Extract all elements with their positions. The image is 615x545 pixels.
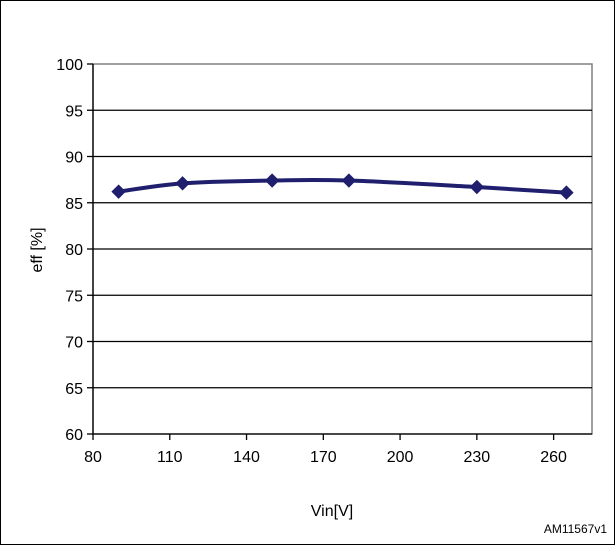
data-point-marker [175,176,190,191]
y-tick-label: 90 [65,150,83,167]
x-tick-label: 170 [310,449,337,466]
series-group [111,173,574,200]
x-tick-label: 230 [463,449,490,466]
x-axis-label: Vin[V] [311,503,353,520]
x-tick-labels: 80 110 140 170 200 230 260 [84,449,567,466]
y-tick-label: 80 [65,242,83,259]
y-tick-label: 95 [65,103,83,120]
data-point-marker [469,179,485,195]
y-axis-label: eff [%] [29,227,46,272]
y-tick-labels: 60 65 70 75 80 85 90 95 100 [56,57,83,444]
y-tick-label: 100 [56,57,83,74]
x-tick-label: 260 [540,449,567,466]
x-tick-label: 200 [387,449,414,466]
data-point-marker [111,184,126,199]
y-tick-label: 85 [65,196,83,213]
y-tick-label: 75 [65,288,83,305]
x-tick-label: 80 [84,449,102,466]
axes [87,63,592,440]
data-point-marker [559,185,574,200]
grid-lines [93,109,592,389]
y-tick-label: 65 [65,381,83,398]
figure-id: AM11567v1 [544,522,607,536]
y-tick-label: 70 [65,335,83,352]
data-point-marker [341,173,357,188]
data-point-marker [264,173,280,188]
y-tick-label: 60 [65,427,83,444]
x-tick-label: 110 [157,449,183,466]
x-tick-label: 140 [233,449,260,466]
